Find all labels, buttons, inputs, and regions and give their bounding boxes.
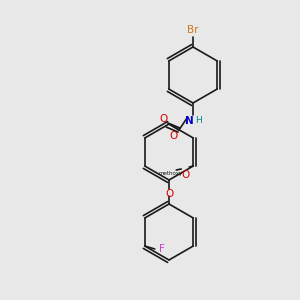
Text: O: O [166,189,174,199]
Text: O: O [169,131,177,141]
Text: O: O [159,114,167,124]
Text: methoxy: methoxy [158,171,182,176]
Text: H: H [195,116,201,125]
Text: O: O [181,170,189,180]
Text: Br: Br [187,25,199,35]
Text: F: F [159,244,165,254]
Text: N: N [184,116,194,126]
